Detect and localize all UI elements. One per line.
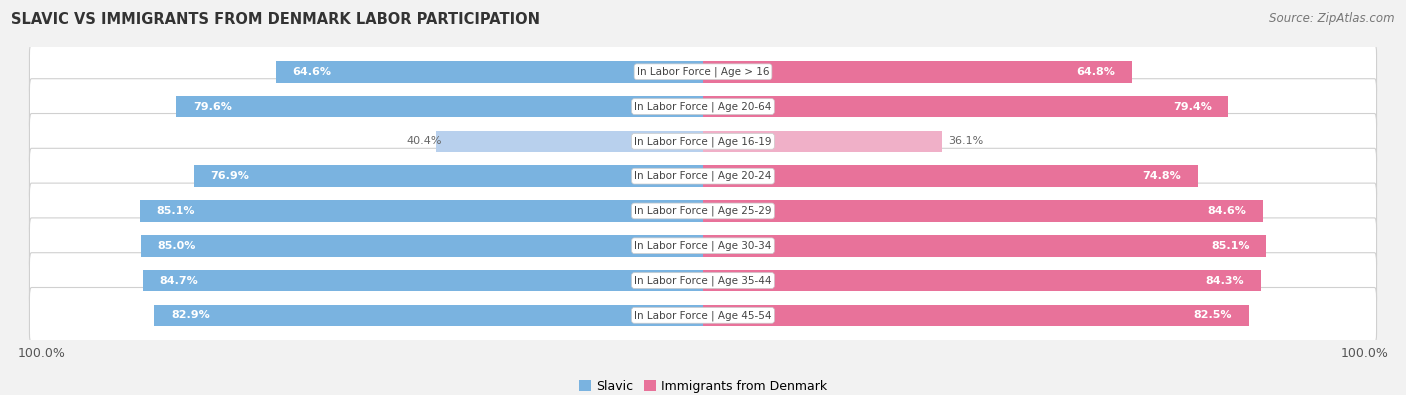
Text: 85.1%: 85.1%: [1211, 241, 1250, 251]
Text: 76.9%: 76.9%: [211, 171, 250, 181]
Text: 82.9%: 82.9%: [172, 310, 209, 320]
Text: 74.8%: 74.8%: [1143, 171, 1181, 181]
FancyBboxPatch shape: [30, 288, 1376, 343]
Text: In Labor Force | Age 16-19: In Labor Force | Age 16-19: [634, 136, 772, 147]
FancyBboxPatch shape: [30, 218, 1376, 274]
Text: 36.1%: 36.1%: [949, 136, 984, 147]
Bar: [276, 61, 703, 83]
Bar: [703, 235, 1265, 256]
FancyBboxPatch shape: [30, 113, 1376, 169]
Text: In Labor Force | Age 45-54: In Labor Force | Age 45-54: [634, 310, 772, 321]
Text: 79.6%: 79.6%: [193, 102, 232, 111]
Text: 84.3%: 84.3%: [1205, 276, 1244, 286]
Bar: [141, 235, 703, 256]
FancyBboxPatch shape: [30, 253, 1376, 308]
Text: 85.0%: 85.0%: [157, 241, 195, 251]
Bar: [194, 166, 703, 187]
Text: Source: ZipAtlas.com: Source: ZipAtlas.com: [1270, 12, 1395, 25]
Bar: [703, 61, 1132, 83]
Text: 64.8%: 64.8%: [1077, 67, 1115, 77]
Text: 84.7%: 84.7%: [159, 276, 198, 286]
Text: SLAVIC VS IMMIGRANTS FROM DENMARK LABOR PARTICIPATION: SLAVIC VS IMMIGRANTS FROM DENMARK LABOR …: [11, 12, 540, 27]
Bar: [703, 166, 1198, 187]
Bar: [142, 270, 703, 292]
FancyBboxPatch shape: [30, 183, 1376, 239]
Text: 82.5%: 82.5%: [1194, 310, 1232, 320]
Text: In Labor Force | Age > 16: In Labor Force | Age > 16: [637, 66, 769, 77]
Bar: [436, 131, 703, 152]
Text: In Labor Force | Age 20-64: In Labor Force | Age 20-64: [634, 101, 772, 112]
FancyBboxPatch shape: [30, 148, 1376, 204]
Text: In Labor Force | Age 20-24: In Labor Force | Age 20-24: [634, 171, 772, 181]
Text: 79.4%: 79.4%: [1173, 102, 1212, 111]
Bar: [703, 96, 1229, 117]
Bar: [176, 96, 703, 117]
Text: In Labor Force | Age 30-34: In Labor Force | Age 30-34: [634, 241, 772, 251]
Bar: [703, 305, 1249, 326]
Legend: Slavic, Immigrants from Denmark: Slavic, Immigrants from Denmark: [574, 375, 832, 395]
Text: 84.6%: 84.6%: [1208, 206, 1246, 216]
Text: 85.1%: 85.1%: [156, 206, 195, 216]
Bar: [155, 305, 703, 326]
Bar: [703, 131, 942, 152]
FancyBboxPatch shape: [30, 79, 1376, 134]
Text: In Labor Force | Age 35-44: In Labor Force | Age 35-44: [634, 275, 772, 286]
Text: In Labor Force | Age 25-29: In Labor Force | Age 25-29: [634, 206, 772, 216]
Bar: [703, 270, 1261, 292]
Bar: [703, 200, 1263, 222]
Bar: [141, 200, 703, 222]
FancyBboxPatch shape: [30, 44, 1376, 100]
Text: 40.4%: 40.4%: [406, 136, 443, 147]
Text: 64.6%: 64.6%: [292, 67, 332, 77]
